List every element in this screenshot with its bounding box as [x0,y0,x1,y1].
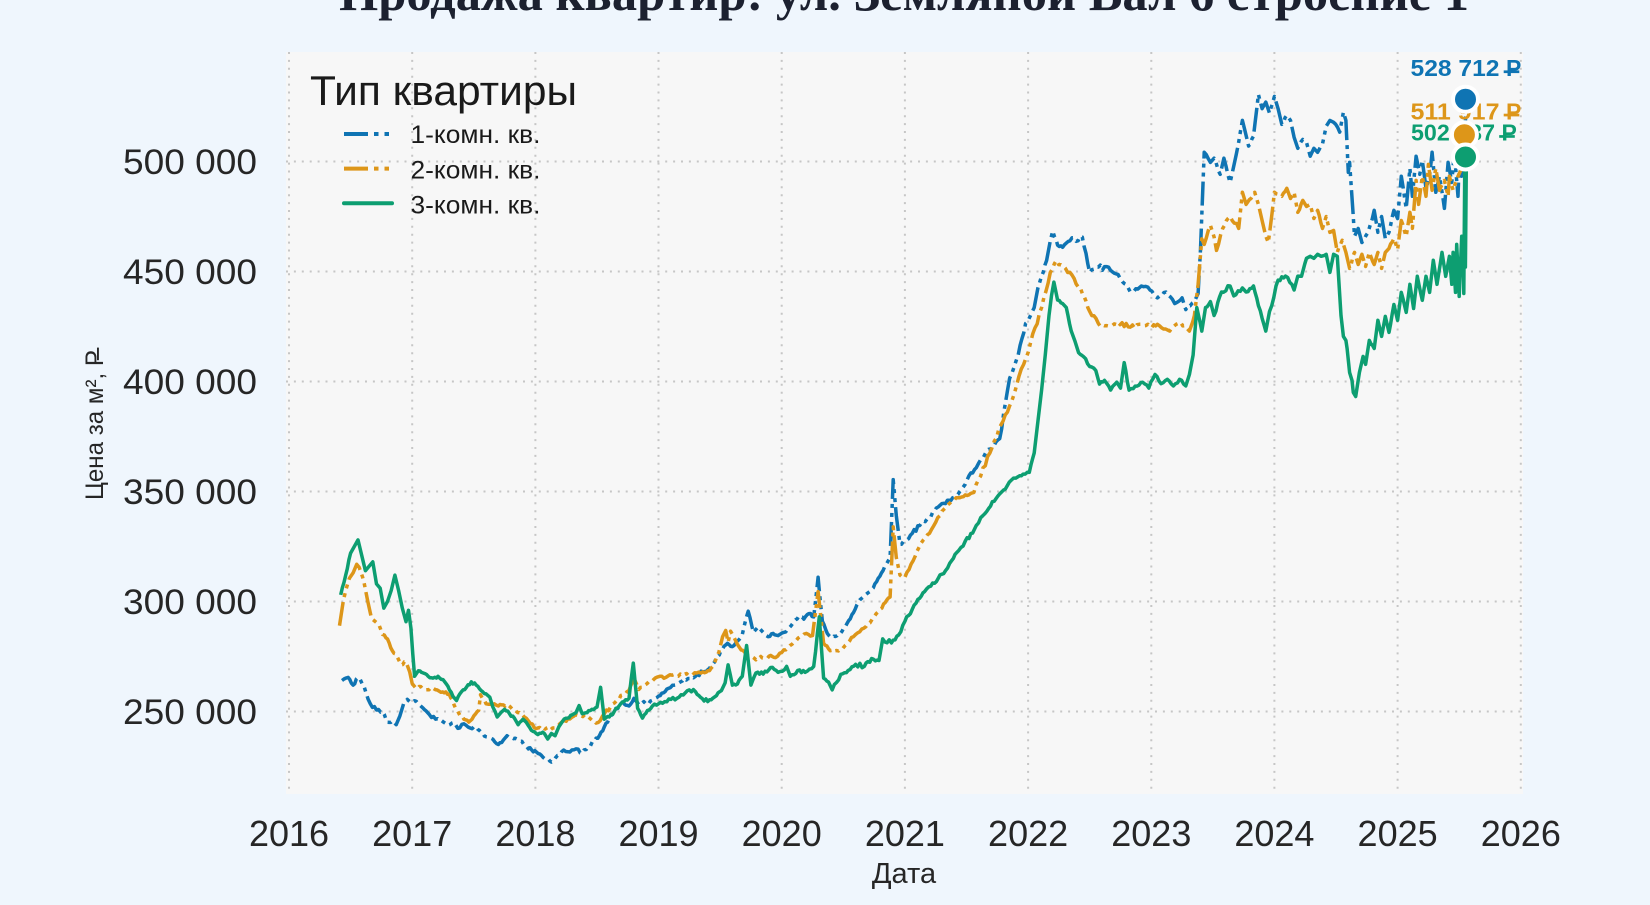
svg-text:350 000: 350 000 [123,473,257,512]
svg-text:500 000: 500 000 [123,143,257,182]
svg-text:Тип квартиры: Тип квартиры [310,67,577,114]
svg-text:2018: 2018 [495,813,575,854]
svg-text:2022: 2022 [988,813,1068,854]
svg-text:2016: 2016 [249,813,329,854]
svg-text:2021: 2021 [865,813,945,854]
svg-text:400 000: 400 000 [123,363,257,402]
svg-text:Цена за м², Р: Цена за м², Р [81,350,109,500]
svg-text:2017: 2017 [372,813,452,854]
svg-text:2025: 2025 [1358,813,1438,854]
svg-text:2026: 2026 [1481,813,1561,854]
svg-text:450 000: 450 000 [123,253,257,292]
svg-text:300 000: 300 000 [123,583,257,622]
svg-text:2019: 2019 [618,813,698,854]
svg-text:1-комн. кв.: 1-комн. кв. [411,121,541,149]
svg-text:Р: Р [1506,55,1521,81]
svg-text:Р: Р [1502,120,1517,146]
svg-text:Продажа квартир: ул. Земляной: Продажа квартир: ул. Земляной Вал 6 стро… [339,0,1469,21]
svg-text:2-комн. кв.: 2-комн. кв. [411,157,541,185]
svg-text:2023: 2023 [1111,813,1191,854]
svg-text:250 000: 250 000 [123,693,257,732]
svg-text:528 712: 528 712 [1411,55,1500,81]
svg-text:2020: 2020 [742,813,822,854]
svg-text:3-комн. кв.: 3-комн. кв. [411,192,541,220]
svg-text:Дата: Дата [872,858,937,890]
svg-text:Р: Р [1506,98,1521,124]
svg-text:2024: 2024 [1234,813,1314,854]
